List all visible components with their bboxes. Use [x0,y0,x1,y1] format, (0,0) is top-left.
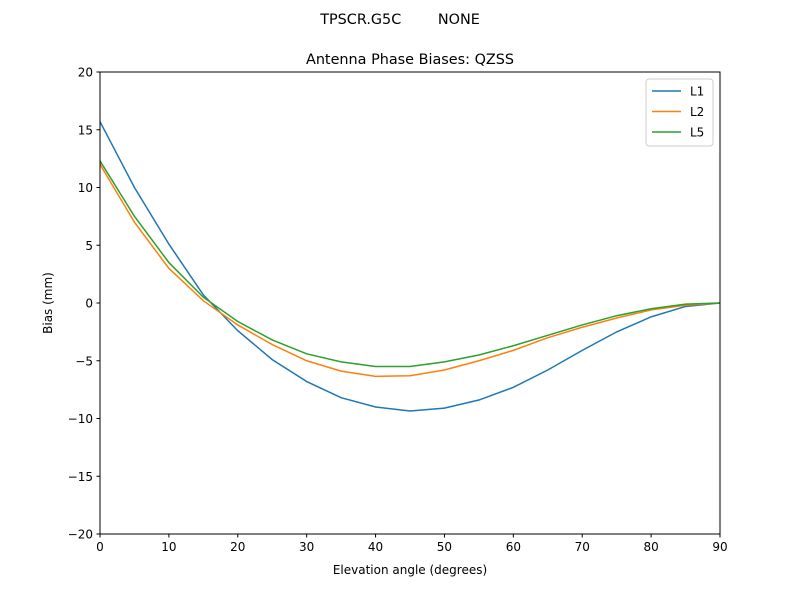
x-tick-label: 80 [643,540,658,554]
y-tick-label: 15 [78,123,93,137]
y-axis-label: Bias (mm) [41,272,55,334]
x-tick-label: 10 [161,540,176,554]
x-tick-label: 0 [96,540,104,554]
x-tick-label: 40 [368,540,383,554]
y-tick-label: −5 [75,354,93,368]
chart-suptitle: TPSCR.G5C NONE [319,12,480,28]
series-line-l2 [99,164,721,378]
y-tick-label: 10 [78,181,93,195]
y-tick-label: −15 [68,470,93,484]
series-line-l1 [99,121,721,412]
x-tick-label: 30 [299,540,314,554]
legend: L1 L2 L5 [645,78,714,147]
x-tick-label: 60 [506,540,521,554]
legend-box [645,78,714,147]
series-line-l5 [99,160,721,368]
y-tick-label: −10 [68,412,93,426]
y-tick-label: 0 [85,297,93,311]
y-tick-label: 20 [78,66,93,80]
y-tick-label: 5 [85,239,93,253]
legend-label: L2 [690,105,704,119]
x-axis-label: Elevation angle (degrees) [333,563,487,577]
plot-frame [99,71,721,535]
legend-label: L5 [690,126,704,140]
x-tick-label: 50 [437,540,452,554]
y-tick-label: −20 [68,528,93,542]
x-tick-label: 90 [712,540,727,554]
chart-title: Antenna Phase Biases: QZSS [306,52,514,68]
x-tick-label: 20 [230,540,245,554]
legend-label: L1 [690,85,704,99]
x-tick-label: 70 [575,540,590,554]
